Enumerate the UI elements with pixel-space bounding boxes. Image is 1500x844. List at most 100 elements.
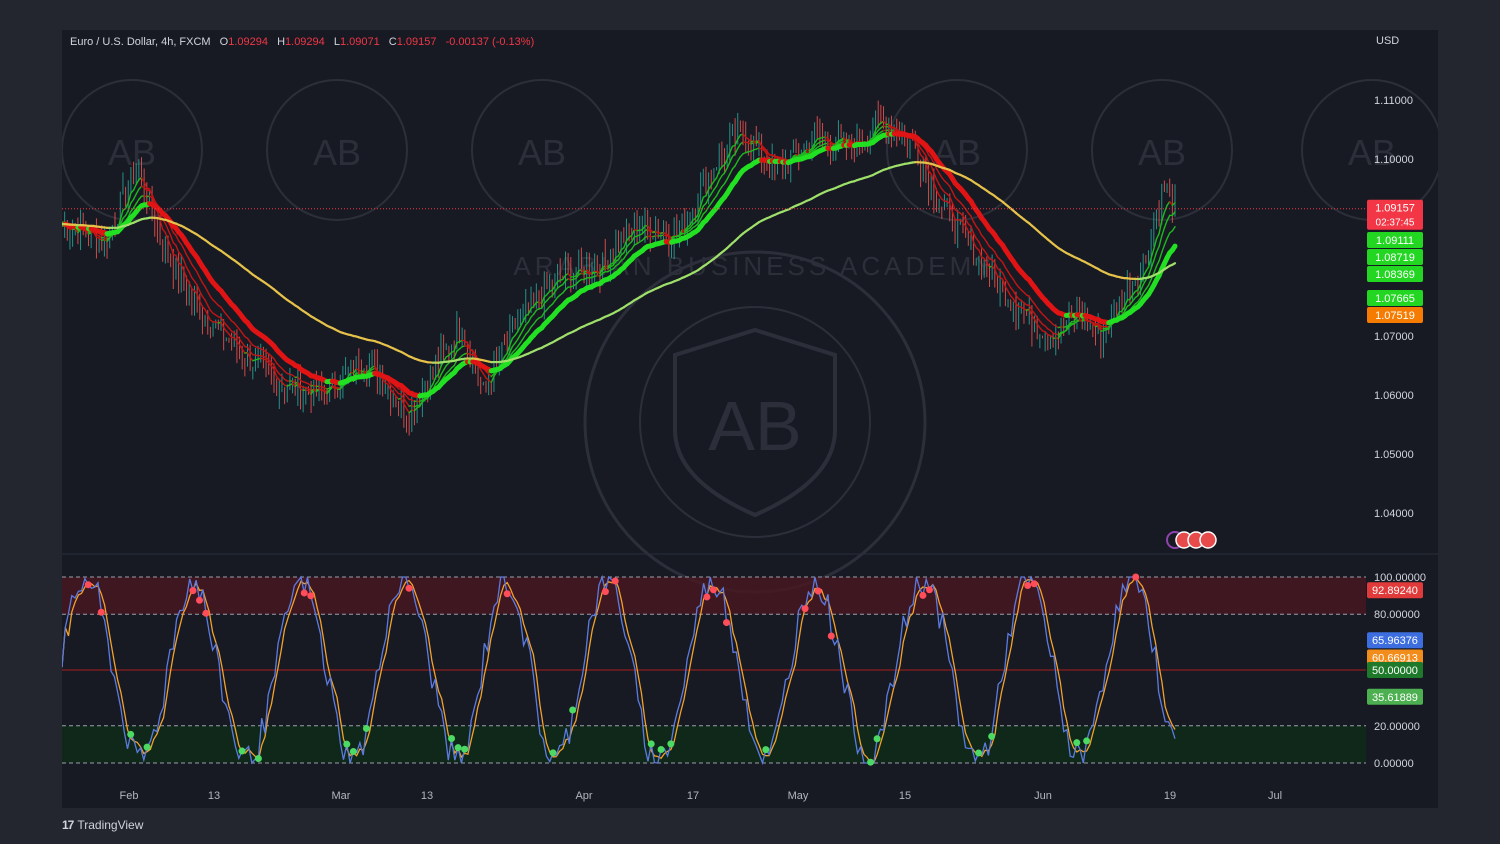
ribbon-ma-line bbox=[432, 376, 437, 385]
ribbon-ma-line bbox=[204, 299, 209, 307]
watermark-small-monogram: AB bbox=[313, 132, 361, 173]
ribbon-ma-line bbox=[246, 351, 251, 359]
ribbon-ma-line bbox=[1033, 312, 1038, 319]
ribbon-ma-line bbox=[983, 237, 988, 244]
overbought-zone bbox=[62, 577, 1366, 615]
ribbon-ma-line bbox=[689, 223, 694, 229]
cross-up-dot bbox=[143, 743, 151, 751]
ribbon-ma-line bbox=[710, 198, 715, 204]
tradingview-brand[interactable]: 17 TradingView bbox=[62, 818, 143, 832]
ribbon-ma-line bbox=[517, 333, 522, 340]
ribbon-ma-line bbox=[522, 333, 527, 340]
ribbon-ma-line bbox=[631, 244, 636, 250]
cross-up-dot bbox=[569, 706, 577, 714]
ribbon-ma-line bbox=[718, 186, 723, 192]
ribbon-ma-line bbox=[1010, 286, 1015, 292]
ribbon-ma-line bbox=[1031, 315, 1036, 321]
ribbon-ma-line bbox=[715, 170, 720, 179]
ribbon-ma-line bbox=[503, 352, 508, 358]
price-tick-label: 1.06000 bbox=[1374, 390, 1414, 402]
ribbon-ma-line bbox=[164, 231, 169, 241]
price-tick-label: 1.10000 bbox=[1374, 154, 1414, 166]
ribbon-ma-line bbox=[986, 261, 991, 268]
watermark-shield-icon bbox=[673, 327, 837, 518]
stoch-k-line bbox=[61, 574, 1176, 766]
ribbon-ma-line bbox=[938, 183, 943, 190]
ribbon-ma-line bbox=[925, 148, 930, 156]
ribbon-ma-line bbox=[437, 365, 442, 376]
cross-down-dot bbox=[84, 581, 92, 589]
ribbon-ma-line bbox=[737, 143, 742, 150]
ribbon-ma-line bbox=[1171, 226, 1176, 232]
ribbon-ma-line bbox=[1123, 305, 1129, 313]
ribbon-ma-line bbox=[220, 306, 225, 312]
ribbon-ma-line bbox=[1057, 332, 1062, 339]
ma-badge: 1.09111 bbox=[1376, 235, 1414, 247]
x-tick-label: 13 bbox=[208, 790, 220, 802]
ribbon-ma-line bbox=[400, 393, 405, 400]
ribbon-ma-line bbox=[222, 326, 228, 332]
cross-down-dot bbox=[925, 586, 933, 594]
ribbon-ma-line bbox=[207, 304, 212, 312]
ribbon-ma-line bbox=[723, 158, 728, 166]
ribbon-ma-line bbox=[554, 287, 559, 293]
ribbon-ma-line bbox=[972, 221, 977, 228]
ribbon-ma-line bbox=[183, 260, 188, 269]
ribbon-ma-line bbox=[127, 202, 132, 212]
ribbon-ma-line bbox=[1150, 260, 1155, 270]
ribbon-ma-line bbox=[183, 248, 188, 256]
ribbon-ma-line bbox=[551, 300, 556, 306]
ribbon-ma-line bbox=[1166, 200, 1171, 207]
ribbon-ma-line bbox=[403, 403, 408, 410]
ribbon-ma-line bbox=[734, 160, 739, 167]
ribbon-ma-line bbox=[938, 194, 943, 200]
ribbon-ma-line bbox=[199, 300, 204, 308]
series-layer bbox=[59, 100, 1366, 766]
ribbon-ma-line bbox=[429, 383, 434, 390]
ma-badge: 1.08369 bbox=[1375, 269, 1415, 281]
ribbon-ma-line bbox=[196, 284, 201, 292]
us-flag-icon[interactable] bbox=[1199, 531, 1217, 549]
axis-layer: Feb 13 Mar 13 Apr 17 May 15 Jun 19 Jul 1.11000 1.100… bbox=[120, 95, 1426, 802]
ma-badge-bg bbox=[1367, 307, 1423, 323]
ribbon-ma-line bbox=[964, 218, 969, 225]
ribbon-ma-line bbox=[551, 291, 556, 297]
ribbon-ma-line bbox=[241, 348, 246, 354]
ribbon-ma-line bbox=[1158, 220, 1163, 235]
ribbon-ma-line bbox=[1036, 316, 1041, 322]
ribbon-ma-line bbox=[180, 243, 185, 250]
ribbon-ma-line bbox=[625, 236, 630, 242]
ribbon-ma-line bbox=[699, 213, 704, 220]
ribbon-ma-line bbox=[599, 269, 604, 275]
cross-down-dot bbox=[202, 609, 210, 617]
event-flags[interactable] bbox=[1166, 531, 1217, 549]
ribbon-ma-line bbox=[1139, 284, 1144, 292]
ribbon-ma-line bbox=[707, 202, 712, 208]
ribbon-ma-line bbox=[914, 140, 919, 149]
ribbon-ma-line bbox=[1137, 283, 1142, 291]
ribbon-ma-line bbox=[641, 225, 646, 231]
ribbon-ma-line bbox=[517, 325, 522, 333]
ribbon-ma-line bbox=[519, 329, 524, 336]
tradingview-logo-icon: 17 bbox=[62, 818, 74, 832]
ribbon-ma-line bbox=[130, 198, 135, 204]
cross-up-dot bbox=[343, 740, 351, 748]
ribbon-ma-line bbox=[874, 124, 879, 131]
chart-panel[interactable]: AB ARABIAN BUSINESS ACADEMY AB AB AB AB AB AB F… bbox=[59, 30, 1443, 808]
ma-badge: 1.08719 bbox=[1375, 252, 1415, 264]
watermark-ring-inner bbox=[639, 306, 871, 538]
ribbon-ma-line bbox=[1036, 323, 1041, 329]
ribbon-ma-line bbox=[228, 333, 233, 339]
cross-down-dot bbox=[189, 587, 197, 595]
ribbon-ma-line bbox=[994, 262, 999, 269]
ribbon-ma-line bbox=[917, 142, 922, 150]
price-badges: 1.09157 02:37:45 1.09111 1.08719 1.08369 1.07… bbox=[1367, 199, 1423, 705]
ribbon-ma-line bbox=[193, 267, 198, 273]
ribbon-ma-line bbox=[729, 145, 734, 154]
ribbon-ma-line bbox=[1004, 286, 1009, 292]
ribbon-ma-line bbox=[1142, 279, 1147, 286]
ribbon-ma-line bbox=[132, 183, 137, 191]
ribbon-ma-line bbox=[951, 190, 956, 198]
ribbon-ma-line bbox=[273, 364, 278, 372]
